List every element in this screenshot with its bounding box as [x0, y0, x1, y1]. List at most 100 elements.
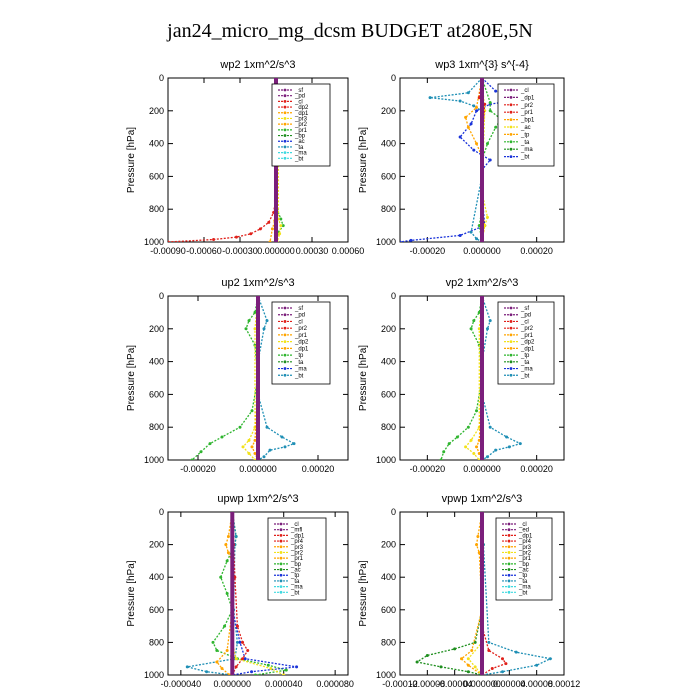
legend-marker [283, 320, 287, 323]
data-point [225, 592, 229, 595]
legend-entry: _bt [520, 155, 530, 161]
data-point [223, 624, 227, 628]
legend-entry: _sf [520, 306, 529, 312]
legend-entry: _ma [518, 585, 531, 591]
data-point [212, 238, 216, 242]
series-group [439, 296, 523, 460]
legend-entry: _cl [290, 522, 299, 528]
x-tick-label: 0.000000 [257, 246, 295, 256]
series-line-tp [400, 78, 526, 242]
x-tick-label: 0.00020 [520, 246, 553, 256]
data-point [501, 657, 504, 661]
data-point [267, 220, 271, 224]
legend-marker [507, 590, 511, 594]
legend-entry: _ta [520, 360, 530, 366]
legend-marker [507, 528, 511, 532]
legend-entry: _pr2 [518, 550, 532, 556]
legend-marker [509, 367, 513, 370]
data-point [234, 534, 238, 538]
legend-entry: _ta [294, 145, 304, 151]
data-point [480, 458, 484, 460]
series-group [400, 78, 528, 242]
legend-marker [283, 151, 287, 155]
data-point [253, 310, 257, 314]
data-point [205, 670, 209, 674]
legend-marker [509, 306, 513, 310]
x-tick-label: 0.00030 [296, 246, 329, 256]
legend-entry: _bt [294, 156, 304, 162]
legend-entry: _cl [294, 99, 303, 105]
legend-marker [507, 579, 511, 583]
y-tick-label: 600 [149, 171, 164, 181]
data-point [428, 96, 432, 100]
data-point [280, 435, 284, 439]
data-point [466, 657, 470, 661]
legend-entry: _bp [294, 134, 306, 140]
legend-marker [507, 545, 511, 549]
data-point [234, 235, 238, 239]
data-point [241, 640, 245, 644]
data-point [472, 104, 476, 108]
data-point [262, 327, 266, 331]
panel-title: vp2 1xm^2/s^3 [446, 277, 519, 289]
y-tick-label: 800 [149, 422, 164, 432]
legend-marker [507, 556, 511, 560]
legend-entry: _pr1 [518, 556, 532, 562]
y-tick-label: 0 [391, 73, 396, 83]
legend-marker [507, 573, 511, 577]
y-tick-label: 800 [381, 637, 396, 647]
legend-entry: _pd [520, 313, 531, 319]
legend-marker [283, 306, 287, 310]
data-point [185, 665, 189, 669]
series-group [190, 296, 296, 460]
data-point [488, 109, 492, 113]
data-point [249, 232, 253, 236]
y-tick-label: 800 [381, 204, 396, 214]
series-line-dp2 [440, 296, 483, 460]
data-point [453, 647, 457, 651]
series-line-ta [430, 78, 483, 242]
x-tick-label: 0.000000 [463, 246, 501, 256]
y-tick-label: 600 [381, 389, 396, 399]
legend-marker [283, 360, 287, 364]
x-tick-label: 0.00004 [493, 679, 526, 689]
legend-entry: _dp1 [518, 533, 533, 539]
legend-marker [509, 96, 513, 99]
y-tick-label: 0 [391, 507, 396, 517]
panel-1: wp3 1xm^{3} s^{-4} Pressure [hPa] 0 200 400 6… [358, 59, 565, 256]
y-tick-label: 800 [149, 204, 164, 214]
legend-marker [279, 533, 283, 537]
legend-marker [509, 353, 513, 357]
legend-entry: _ma [294, 151, 307, 157]
legend-marker [283, 111, 287, 115]
data-point [464, 115, 468, 119]
data-point [494, 448, 498, 452]
legend-marker [283, 326, 287, 330]
data-point [274, 240, 278, 242]
legend-entry: _tp [518, 573, 528, 579]
legend-marker [283, 367, 287, 370]
data-point [415, 660, 419, 664]
series-line-bp [415, 512, 485, 675]
series-group [185, 512, 299, 675]
data-point [504, 662, 508, 666]
legend: _cl_dp1 _pr2_pr1 _bp1_ac_tp _ta_ma _bt [497, 83, 555, 167]
y-tick-label: 600 [149, 605, 164, 615]
legend-entry: _pr3 [518, 545, 532, 551]
legend-marker [283, 134, 287, 137]
data-point [234, 657, 238, 661]
data-point [225, 649, 229, 653]
legend-marker [279, 568, 283, 571]
x-tick-label: -0.00020 [180, 464, 216, 474]
data-point [270, 227, 274, 231]
legend-entry: _pr1 [520, 333, 534, 339]
legend-entry: _cl [520, 319, 529, 325]
data-point [230, 512, 234, 514]
data-point [480, 673, 484, 675]
data-point [295, 665, 299, 669]
legend-entry: _pr4 [290, 539, 304, 545]
data-point [409, 238, 413, 242]
data-point [466, 670, 470, 674]
data-point [258, 227, 262, 231]
